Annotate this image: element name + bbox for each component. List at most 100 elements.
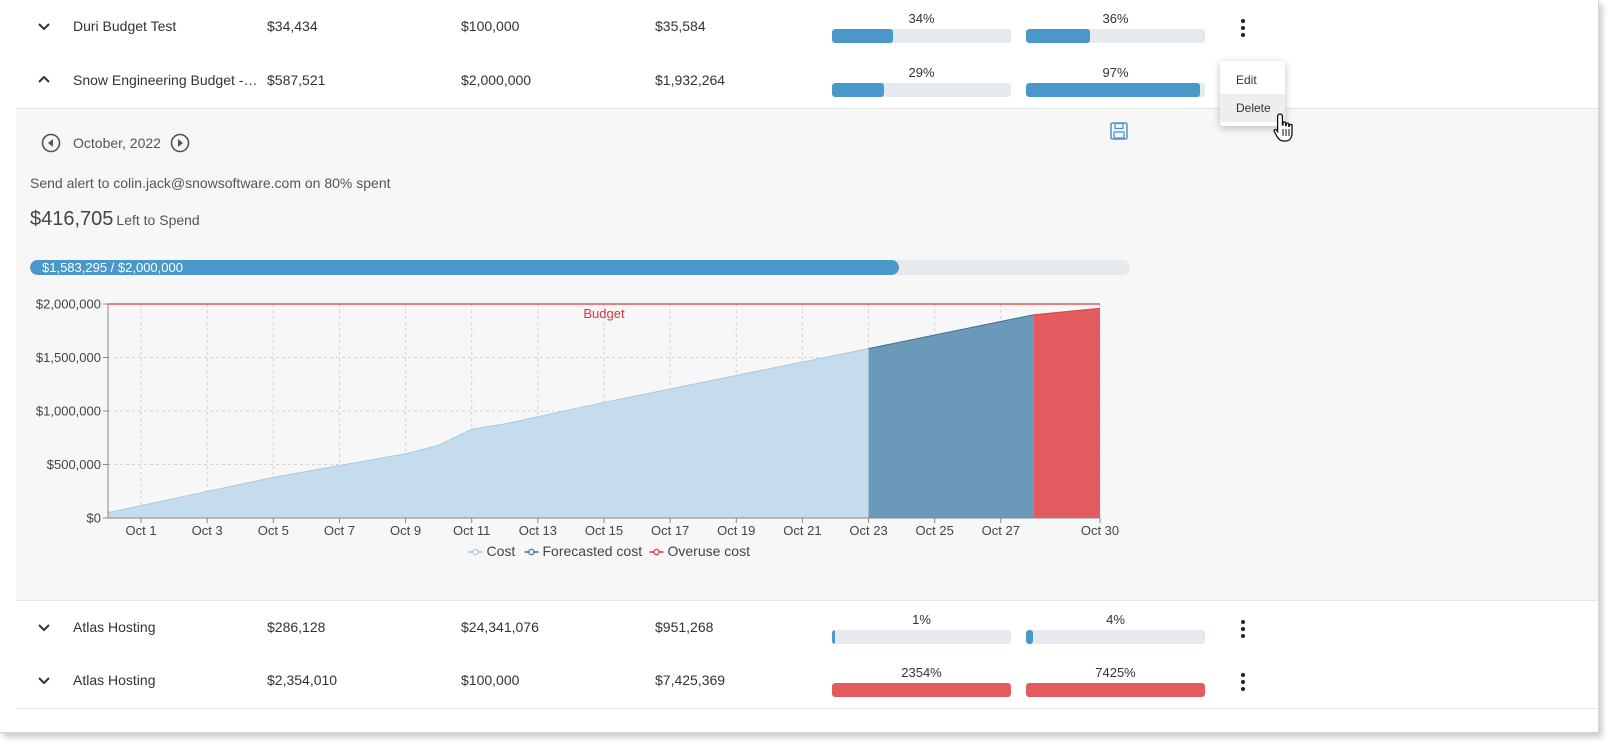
budget-detail-panel: October, 2022 Send alert to colin.jack@s… — [16, 109, 1598, 601]
progress-2-percent: 97% — [1102, 65, 1129, 80]
progress-bar-2 — [1026, 630, 1205, 644]
x-tick-label: Oct 19 — [717, 523, 755, 538]
row-context-menu: Edit Delete — [1220, 61, 1285, 126]
left-label: Left to Spend — [116, 212, 200, 228]
progress-bar-1 — [832, 83, 1011, 97]
y-tick-label: $1,500,000 — [36, 350, 101, 365]
previous-month-icon[interactable] — [41, 133, 61, 153]
left-amount: $416,705 — [30, 208, 114, 230]
spend-progress-fill — [30, 260, 899, 275]
progress-1-percent: 1% — [912, 612, 931, 627]
legend-label: Cost — [487, 543, 516, 559]
budget-name: Atlas Hosting — [73, 619, 156, 635]
budget-col-b: $2,000,000 — [461, 72, 532, 88]
x-tick-label: Oct 1 — [126, 523, 157, 538]
legend-label: Forecasted cost — [543, 543, 643, 559]
progress-bar-2-fill — [1026, 29, 1091, 43]
x-tick-label: Oct 25 — [916, 523, 954, 538]
alert-text: Send alert to colin.jack@snowsoftware.co… — [30, 175, 391, 191]
budget-name: Duri Budget Test — [73, 18, 177, 34]
progress-bar-1-fill — [832, 683, 1011, 697]
progress-2-percent: 36% — [1102, 11, 1129, 26]
more-vert-icon[interactable] — [1231, 16, 1255, 40]
budget-row[interactable]: Duri Budget Test $34,434 $100,000 $35,58… — [16, 0, 1598, 55]
progress-2-percent: 4% — [1106, 612, 1125, 627]
progress-1-percent: 29% — [908, 65, 935, 80]
budget-label: Budget — [583, 306, 625, 321]
x-tick-label: Oct 9 — [390, 523, 421, 538]
progress-bar-1 — [832, 29, 1011, 43]
budget-row[interactable]: Atlas Hosting $2,354,010 $100,000 $7,425… — [16, 654, 1598, 709]
legend-marker-dot — [653, 548, 660, 556]
x-tick-label: Oct 30 — [1081, 523, 1119, 538]
x-tick-label: Oct 21 — [783, 523, 821, 538]
x-tick-label: Oct 7 — [324, 523, 355, 538]
month-label: October, 2022 — [73, 135, 161, 151]
x-tick-label: Oct 11 — [453, 523, 490, 538]
expand-chevron-down-icon[interactable] — [36, 672, 52, 688]
x-tick-label: Oct 13 — [519, 523, 557, 538]
progress-bar-1-fill — [832, 630, 835, 644]
budget-name: Atlas Hosting — [73, 672, 156, 688]
budget-col-a: $286,128 — [267, 619, 326, 635]
x-tick-label: Oct 17 — [651, 523, 689, 538]
collapse-chevron-up-icon[interactable] — [36, 72, 52, 88]
progress-bar-1-fill — [832, 29, 893, 43]
spend-progress-bar: $1,583,295 / $2,000,000 — [30, 260, 1130, 275]
expand-chevron-down-icon[interactable] — [36, 619, 52, 635]
overuse-cost-area-line — [1033, 307, 1101, 316]
budget-col-c: $35,584 — [655, 18, 706, 34]
budget-col-c: $951,268 — [655, 619, 714, 635]
cost-area — [108, 348, 869, 518]
more-vert-icon[interactable] — [1231, 617, 1255, 641]
y-tick-label: $0 — [87, 511, 101, 526]
left-to-spend: $416,705 Left to Spend — [30, 208, 200, 231]
x-tick-label: Oct 15 — [585, 523, 623, 538]
more-vert-icon[interactable] — [1231, 670, 1255, 694]
hand-pointer-cursor-icon — [1273, 113, 1293, 142]
budget-col-a: $2,354,010 — [267, 672, 338, 688]
legend-label: Overuse cost — [668, 543, 751, 559]
cost-area-line — [107, 348, 869, 514]
progress-bar-1-fill — [832, 83, 884, 97]
budget-col-c: $1,932,264 — [655, 72, 726, 88]
x-tick-label: Oct 27 — [982, 523, 1020, 538]
progress-1-percent: 34% — [908, 11, 935, 26]
progress-1-percent: 2354% — [901, 665, 942, 680]
budget-col-a: $34,434 — [267, 18, 318, 34]
forecasted-cost-area-line — [868, 314, 1034, 350]
legend-marker-dot — [528, 548, 535, 556]
budget-col-a: $587,521 — [267, 72, 326, 88]
next-month-icon[interactable] — [170, 133, 190, 153]
progress-bar-2-fill — [1026, 630, 1034, 644]
x-tick-label: Oct 3 — [192, 523, 223, 538]
budget-row[interactable]: Atlas Hosting $286,128 $24,341,076 $951,… — [16, 601, 1598, 656]
progress-2-percent: 7425% — [1095, 665, 1136, 680]
progress-bar-1 — [832, 683, 1011, 697]
budgets-panel: Duri Budget Test $34,434 $100,000 $35,58… — [0, 0, 1599, 733]
edit-menu-item[interactable]: Edit — [1236, 73, 1257, 87]
x-tick-label: Oct 5 — [258, 523, 289, 538]
budget-col-c: $7,425,369 — [655, 672, 726, 688]
expand-chevron-down-icon[interactable] — [36, 18, 52, 34]
y-tick-label: $1,000,000 — [36, 404, 101, 419]
y-tick-label: $500,000 — [47, 457, 101, 472]
progress-bar-2-fill — [1026, 83, 1200, 97]
budget-row[interactable]: Snow Engineering Budget - ... $587,521 $… — [16, 54, 1598, 109]
budget-col-b: $100,000 — [461, 18, 520, 34]
spend-progress-text: $1,583,295 / $2,000,000 — [42, 260, 183, 275]
legend-marker-dot — [472, 548, 479, 556]
budget-col-b: $100,000 — [461, 672, 520, 688]
budget-name: Snow Engineering Budget - ... — [73, 72, 258, 88]
y-tick-label: $2,000,000 — [36, 297, 101, 312]
budget-chart: Budget $0 $500,000 $1,000,000 $1,500,000 $2,0… — [36, 297, 1119, 560]
progress-bar-2-fill — [1026, 683, 1205, 697]
progress-bar-1 — [832, 630, 1011, 644]
progress-bar-2 — [1026, 683, 1205, 697]
budget-col-b: $24,341,076 — [461, 619, 539, 635]
x-tick-label: Oct 23 — [849, 523, 887, 538]
delete-menu-item[interactable]: Delete — [1220, 94, 1285, 122]
progress-bar-2 — [1026, 29, 1205, 43]
overuse-cost-area — [1033, 308, 1100, 518]
save-icon[interactable] — [1109, 121, 1129, 141]
